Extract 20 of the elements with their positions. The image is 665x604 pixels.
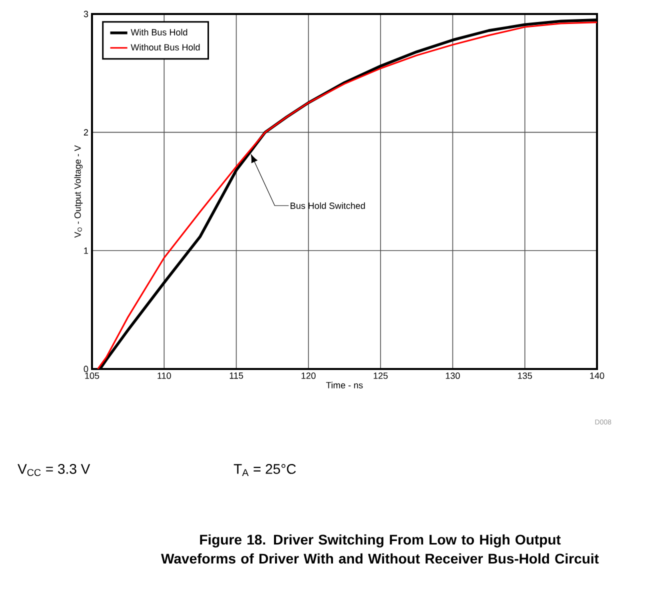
- text: V$_{CC}$ = 3.3 V: [18, 464, 90, 476]
- x-tick-label: 135: [518, 372, 532, 379]
- x-tick-label: 105: [85, 372, 100, 379]
- x-tick-label: 115: [230, 372, 244, 379]
- y-tick-label: 2: [84, 129, 88, 136]
- x-tick-label: 140: [590, 372, 604, 379]
- x-tick-label: 110: [158, 372, 171, 379]
- y-axis-title: V$_{O}$ - Output Voltage - V: [74, 145, 83, 238]
- y-tick-label: 1: [84, 248, 88, 254]
- x-tick-label: 120: [302, 372, 316, 379]
- x-tick-label: 130: [446, 372, 460, 379]
- y-tick-label: 0: [84, 366, 88, 372]
- x-tick-label: 125: [374, 372, 388, 379]
- annotation: Bus Hold Switched: [290, 202, 365, 209]
- text: T$_{A}$ = 25°C: [234, 464, 296, 476]
- legend-label: Without Bus Hold: [130, 44, 200, 50]
- text: Figure 18. Driver Switching From Low to High Output Waveforms of Driver With and Without Receiver Bus-Hold Circuit: [161, 534, 599, 564]
- legend-label: With Bus Hold: [130, 28, 188, 36]
- y-tick-label: 3: [84, 10, 88, 18]
- x-axis-title: Time - ns: [326, 382, 363, 388]
